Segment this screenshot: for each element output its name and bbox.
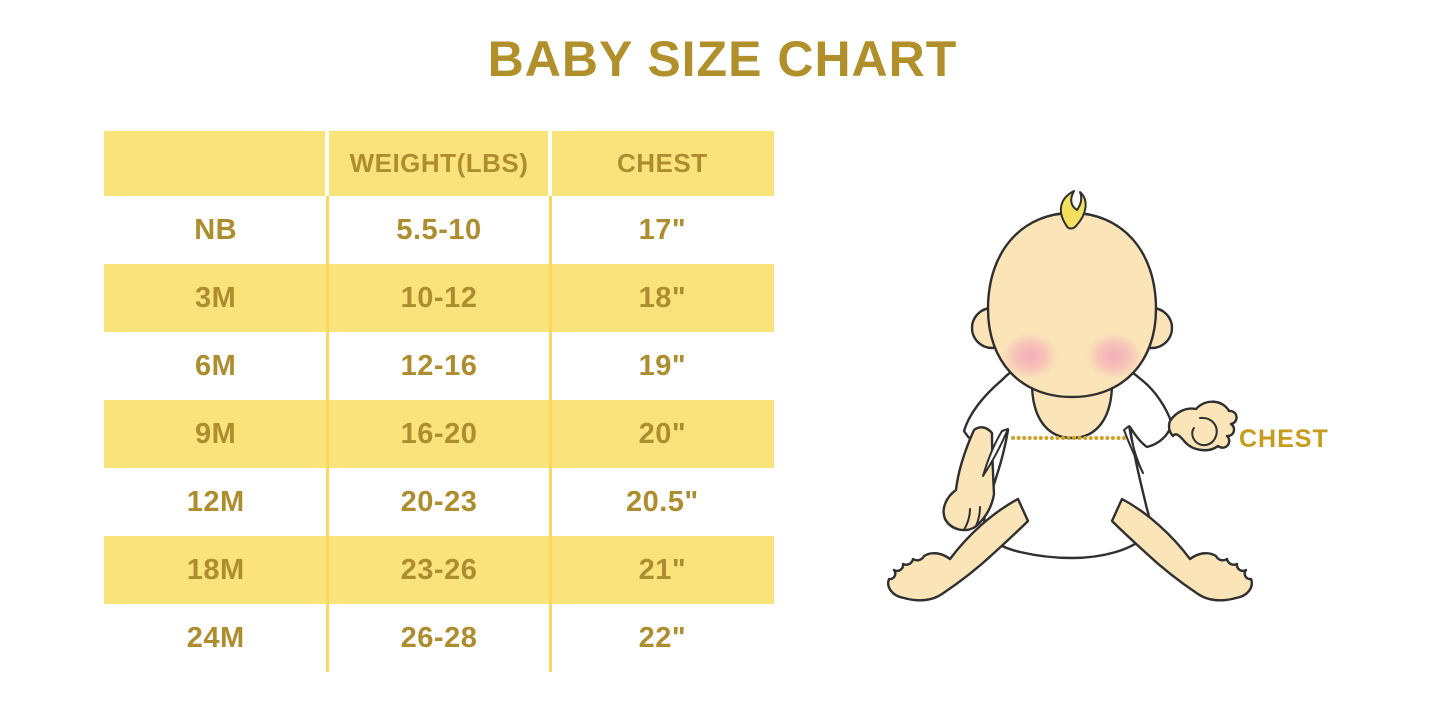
baby-right-arm-fist <box>1167 400 1238 452</box>
header-divider-gap <box>548 131 552 196</box>
baby-illustration: CHEST <box>880 185 1350 615</box>
column-divider <box>549 131 552 672</box>
chest-cell: 19" <box>638 349 687 382</box>
table-header-row: WEIGHT(LBS) CHEST <box>104 131 774 196</box>
weight-cell: 23-26 <box>400 553 478 586</box>
size-cell: 12M <box>186 485 245 518</box>
table-row: 9M 16-20 20" <box>104 400 774 468</box>
chest-cell: 20" <box>638 417 687 450</box>
header-cell-size <box>104 131 327 196</box>
baby-right-cheek <box>1086 333 1142 379</box>
table-row: 24M 26-28 22" <box>104 604 774 672</box>
page-title: BABY SIZE CHART <box>487 31 958 87</box>
baby-left-leg <box>887 497 1030 602</box>
weight-cell: 5.5-10 <box>396 213 482 246</box>
baby-left-arm <box>942 426 996 532</box>
chest-cell: 17" <box>638 213 687 246</box>
baby-svg: CHEST <box>887 190 1329 602</box>
fist-thumb-line <box>1191 416 1218 447</box>
left-hand-finger-lines <box>963 506 981 531</box>
chest-cell: 21" <box>638 553 687 586</box>
chest-cell: 22" <box>638 621 687 654</box>
baby-hair-tuft <box>1059 190 1087 230</box>
baby-right-leg <box>1110 497 1253 602</box>
weight-cell: 26-28 <box>400 621 478 654</box>
size-cell: 6M <box>195 349 237 382</box>
baby-left-cheek <box>1002 333 1058 379</box>
size-cell: 24M <box>186 621 245 654</box>
weight-cell: 10-12 <box>400 281 478 314</box>
table-row: NB 5.5-10 17" <box>104 196 774 264</box>
header-cell-chest: CHEST <box>617 148 708 178</box>
table-row: 6M 12-16 19" <box>104 332 774 400</box>
header-cell-weight: WEIGHT(LBS) <box>349 148 529 178</box>
table-row: 18M 23-26 21" <box>104 536 774 604</box>
weight-cell: 20-23 <box>400 485 478 518</box>
size-cell: 18M <box>186 553 245 586</box>
column-divider <box>326 131 329 672</box>
weight-cell: 16-20 <box>400 417 478 450</box>
size-cell: 9M <box>195 417 237 450</box>
table-row: 3M 10-12 18" <box>104 264 774 332</box>
size-cell: NB <box>194 213 238 246</box>
size-table: WEIGHT(LBS) CHEST NB 5.5-10 17" 3M 10-12… <box>104 131 774 672</box>
chest-cell: 18" <box>638 281 687 314</box>
chest-cell: 20.5" <box>625 485 699 518</box>
weight-cell: 12-16 <box>400 349 478 382</box>
table-row: 12M 20-23 20.5" <box>104 468 774 536</box>
header-divider-gap <box>325 131 329 196</box>
left-sleeve-notch <box>982 428 1009 477</box>
right-sleeve-notch <box>1123 425 1144 474</box>
chest-label: CHEST <box>1239 425 1329 453</box>
size-cell: 3M <box>195 281 237 314</box>
